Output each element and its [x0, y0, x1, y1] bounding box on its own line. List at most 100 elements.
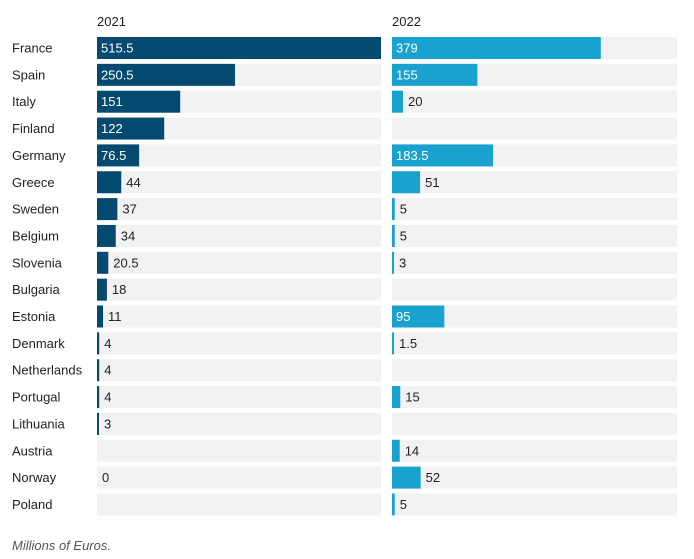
category-label-greece: Greece — [12, 175, 55, 190]
bar-2021-netherlands — [97, 359, 100, 382]
data-label-2021-bulgaria: 18 — [112, 282, 126, 297]
data-label-2022-belgium: 5 — [400, 228, 407, 243]
bar-2021-italy — [97, 90, 181, 113]
data-label-2022-greece: 51 — [425, 175, 439, 190]
data-label-2022-portugal: 15 — [405, 390, 419, 405]
data-label-2022-spain: 155 — [396, 67, 418, 82]
category-label-slovenia: Slovenia — [12, 255, 63, 270]
category-label-germany: Germany — [12, 148, 66, 163]
bar-2022-estonia — [392, 305, 445, 328]
bar-2021-denmark — [97, 332, 100, 355]
bar-2022-slovenia — [392, 251, 394, 274]
bar-track-2021-lithuania — [97, 412, 381, 435]
bar-track-2022-denmark — [392, 332, 677, 355]
bar-track-2022-norway — [392, 466, 677, 489]
data-label-2022-denmark: 1.5 — [399, 336, 417, 351]
bar-2021-france — [97, 37, 381, 59]
bar-2021-germany — [97, 144, 140, 167]
data-label-2022-poland: 5 — [400, 497, 407, 512]
bar-2022-germany — [392, 144, 494, 167]
category-label-netherlands: Netherlands — [12, 363, 83, 378]
bar-track-2022-greece — [392, 171, 677, 194]
data-label-2021-estonia: 11 — [108, 309, 122, 324]
data-label-2021-germany: 76.5 — [101, 148, 126, 163]
bar-track-2021-greece — [97, 171, 381, 194]
data-label-2021-finland: 122 — [101, 121, 123, 136]
category-label-spain: Spain — [12, 67, 45, 82]
bar-2021-finland — [97, 117, 165, 140]
data-label-2021-sweden: 37 — [122, 202, 136, 217]
bar-2022-portugal — [392, 386, 401, 409]
bar-2022-france — [392, 37, 601, 59]
data-label-2022-austria: 14 — [405, 443, 419, 458]
bar-track-2022-poland — [392, 493, 677, 516]
category-label-finland: Finland — [12, 121, 55, 136]
category-label-estonia: Estonia — [12, 309, 56, 324]
data-label-2022-estonia: 95 — [396, 309, 410, 324]
data-label-2021-netherlands: 4 — [104, 363, 111, 378]
bar-track-2021-finland — [97, 117, 381, 140]
category-label-denmark: Denmark — [12, 336, 65, 351]
bar-track-2022-lithuania — [392, 412, 677, 435]
bar-2021-sweden — [97, 198, 118, 221]
bar-track-2021-austria — [97, 439, 381, 462]
bar-2022-greece — [392, 171, 421, 194]
data-label-2021-norway: 0 — [102, 470, 109, 485]
bar-track-2022-finland — [392, 117, 677, 140]
bar-track-2022-italy — [392, 90, 677, 113]
bar-track-2021-portugal — [97, 386, 381, 409]
category-label-belgium: Belgium — [12, 228, 59, 243]
bar-track-2022-bulgaria — [392, 278, 677, 301]
data-label-2022-germany: 183.5 — [396, 148, 429, 163]
bar-2022-denmark — [392, 332, 394, 355]
category-label-lithuania: Lithuania — [12, 416, 66, 431]
bar-track-2021-bulgaria — [97, 278, 381, 301]
bar-track-2022-portugal — [392, 386, 677, 409]
data-label-2021-belgium: 34 — [121, 228, 135, 243]
bar-track-2021-slovenia — [97, 251, 381, 274]
series-header-2022: 2022 — [392, 14, 421, 29]
bar-2022-italy — [392, 90, 404, 113]
bar-2021-lithuania — [97, 412, 99, 435]
data-label-2021-spain: 250.5 — [101, 67, 134, 82]
category-label-sweden: Sweden — [12, 202, 59, 217]
bar-track-2022-slovenia — [392, 251, 677, 274]
data-label-2021-slovenia: 20.5 — [113, 255, 138, 270]
bar-2021-bulgaria — [97, 278, 107, 301]
bar-track-2022-netherlands — [392, 359, 677, 382]
bar-2022-poland — [392, 493, 395, 516]
data-label-2021-lithuania: 3 — [104, 416, 111, 431]
bar-track-2021-germany — [97, 144, 381, 167]
bar-2022-spain — [392, 63, 478, 86]
category-label-italy: Italy — [12, 94, 36, 109]
bar-track-2021-sweden — [97, 198, 381, 221]
bar-track-2021-poland — [97, 493, 381, 516]
category-label-france: France — [12, 41, 52, 56]
bar-2021-greece — [97, 171, 122, 194]
category-label-norway: Norway — [12, 470, 57, 485]
bar-2021-spain — [97, 63, 236, 86]
data-label-2022-slovenia: 3 — [399, 255, 406, 270]
bar-track-2021-belgium — [97, 224, 381, 247]
bar-2021-slovenia — [97, 251, 109, 274]
data-label-2022-norway: 52 — [426, 470, 440, 485]
bar-track-2022-belgium — [392, 224, 677, 247]
data-label-2022-france: 379 — [396, 41, 418, 56]
bar-2022-sweden — [392, 198, 395, 221]
bar-track-2021-estonia — [97, 305, 381, 328]
bar-track-2021-netherlands — [97, 359, 381, 382]
bar-track-2022-estonia — [392, 305, 677, 328]
data-label-2021-denmark: 4 — [104, 336, 111, 351]
bar-track-2021-norway — [97, 466, 381, 489]
bar-2022-norway — [392, 466, 421, 489]
bar-2021-estonia — [97, 305, 104, 328]
chart-footnote: Millions of Euros. — [12, 538, 111, 553]
data-label-2021-italy: 151 — [101, 94, 123, 109]
data-label-2022-italy: 20 — [408, 94, 422, 109]
bar-2022-belgium — [392, 224, 395, 247]
series-header-2021: 2021 — [97, 14, 126, 29]
bar-track-2022-austria — [392, 439, 677, 462]
data-label-2021-greece: 44 — [126, 175, 140, 190]
category-label-poland: Poland — [12, 497, 52, 512]
